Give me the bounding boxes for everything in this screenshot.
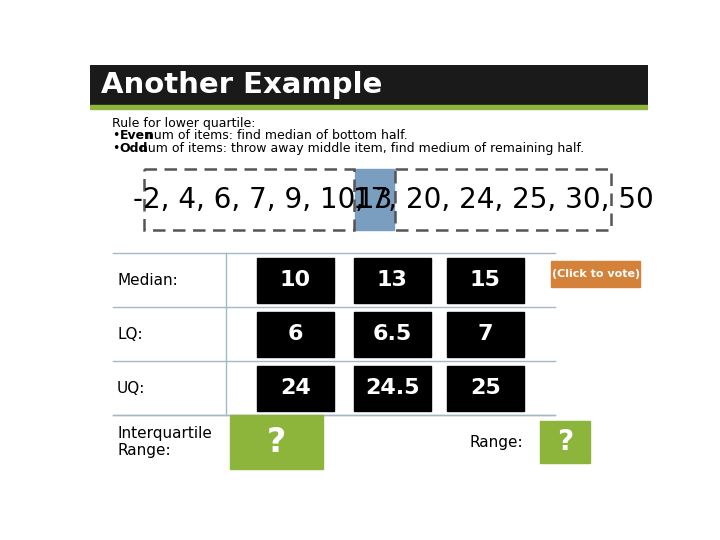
Text: 13: 13	[377, 271, 408, 291]
Text: num of items: find median of bottom half.: num of items: find median of bottom half…	[142, 130, 408, 143]
Text: LQ:: LQ:	[117, 327, 143, 342]
Text: Another Example: Another Example	[101, 71, 382, 99]
Text: 10: 10	[280, 271, 311, 291]
Bar	[90, 105, 648, 110]
Text: ?: ?	[266, 426, 286, 458]
Text: 13: 13	[356, 186, 392, 213]
Text: -2, 4, 6, 7, 9, 10,: -2, 4, 6, 7, 9, 10,	[133, 186, 364, 213]
Text: 7: 7	[477, 325, 493, 345]
Bar	[355, 168, 394, 231]
Bar	[256, 258, 334, 303]
Text: Median:: Median:	[117, 273, 178, 288]
Text: Even: Even	[120, 130, 153, 143]
Bar	[256, 312, 334, 356]
Text: 24.5: 24.5	[365, 378, 420, 398]
Bar	[551, 261, 640, 287]
Bar	[90, 65, 648, 105]
Bar	[354, 312, 431, 356]
Text: 15: 15	[470, 271, 500, 291]
Text: (Click to vote): (Click to vote)	[552, 269, 640, 279]
Bar	[354, 258, 431, 303]
Bar	[446, 312, 524, 356]
Text: •: •	[112, 130, 119, 143]
Bar	[446, 366, 524, 410]
Text: Range:: Range:	[469, 435, 523, 450]
Text: •: •	[112, 142, 119, 155]
Text: 24: 24	[280, 378, 311, 398]
Bar	[354, 366, 431, 410]
Text: Interquartile
Range:: Interquartile Range:	[117, 426, 212, 458]
Text: ?: ?	[557, 428, 572, 456]
Text: 25: 25	[470, 378, 500, 398]
Text: UQ:: UQ:	[117, 381, 145, 396]
Bar	[230, 415, 323, 469]
Bar	[539, 421, 590, 463]
Text: 6: 6	[287, 325, 303, 345]
Text: Odd: Odd	[120, 142, 148, 155]
Text: num of items: throw away middle item, find medium of remaining half.: num of items: throw away middle item, fi…	[137, 142, 585, 155]
Bar	[446, 258, 524, 303]
Bar	[256, 366, 334, 410]
Text: Rule for lower quartile:: Rule for lower quartile:	[112, 117, 255, 130]
Text: 6.5: 6.5	[373, 325, 412, 345]
Text: 17, 20, 24, 25, 30, 50: 17, 20, 24, 25, 30, 50	[353, 186, 654, 213]
